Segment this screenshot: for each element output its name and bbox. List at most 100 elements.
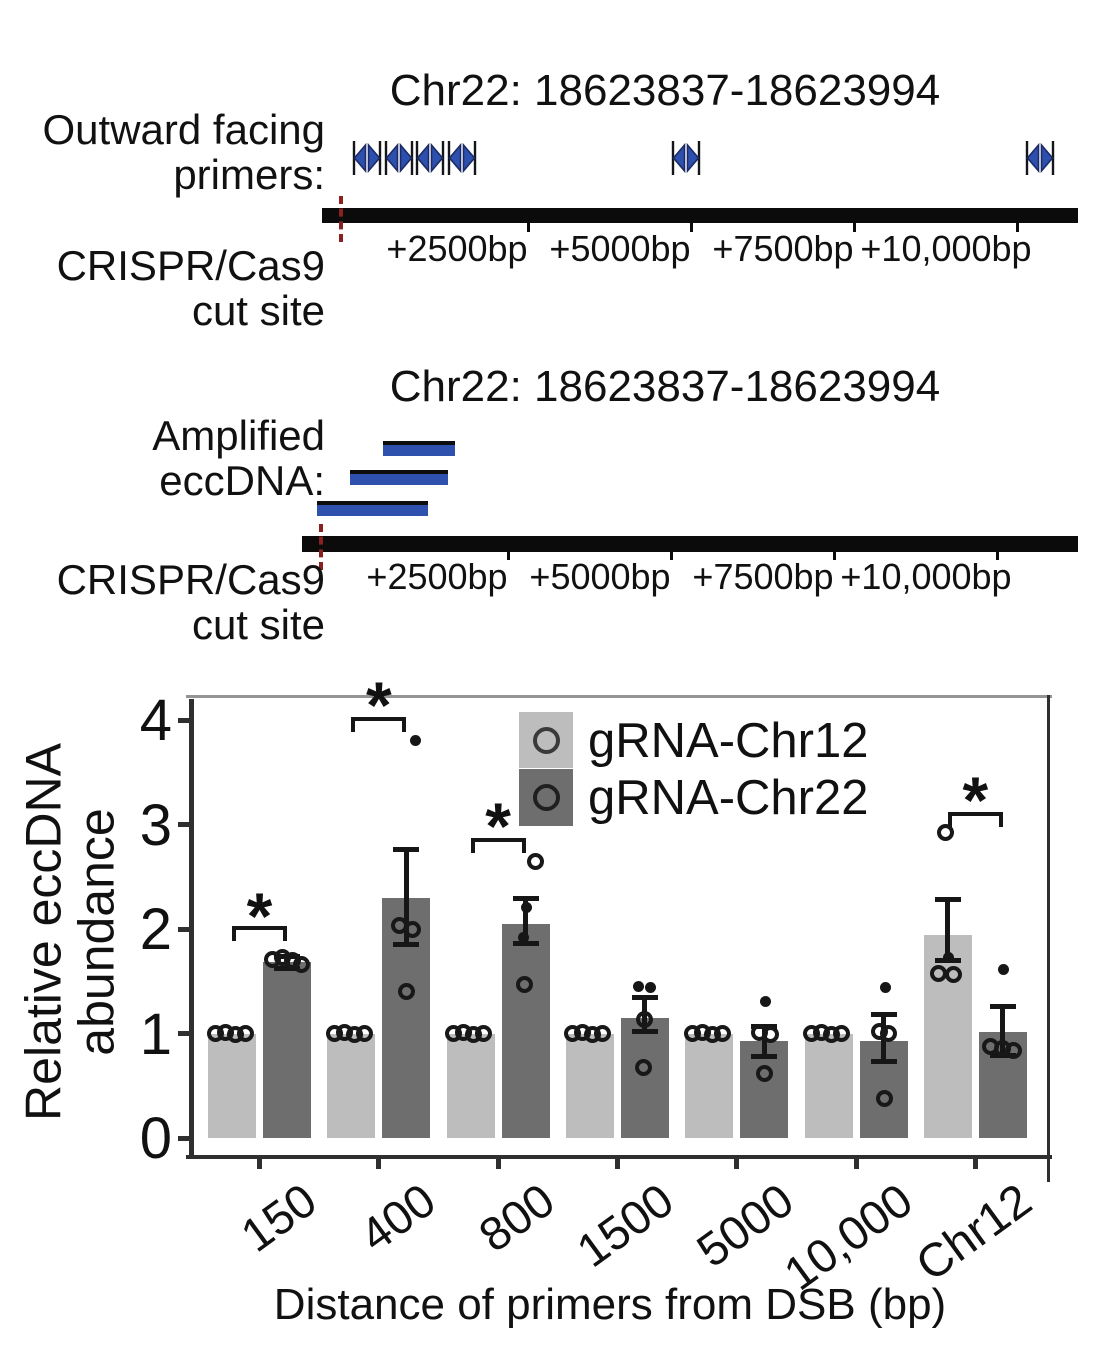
legend-label-gRNA-Chr12: gRNA-Chr12 bbox=[588, 714, 869, 768]
data-point-open-gRNA-Chr22-Chr12-3 bbox=[1005, 1041, 1023, 1059]
x-tick-400 bbox=[376, 1155, 382, 1169]
chromosome-line-1 bbox=[322, 208, 1078, 223]
y-tick-3 bbox=[178, 822, 190, 827]
data-point-open-gRNA-Chr12-1500-3 bbox=[594, 1025, 612, 1042]
errorbar-cap-top-gRNA-Chr22-800 bbox=[512, 896, 539, 902]
sig-star-150: * bbox=[246, 879, 273, 953]
panel1-bp-label-1: +5000bp bbox=[549, 228, 691, 269]
eccdna-label-line1: Amplified bbox=[152, 412, 325, 459]
sig-bracket-150 bbox=[232, 925, 287, 930]
errorbar-cap-bottom-gRNA-Chr22-400 bbox=[393, 942, 420, 948]
panel1-title: Chr22: 18623837-18623994 bbox=[389, 66, 941, 115]
cut-site-label-2: CRISPR/Cas9 cut site bbox=[10, 557, 325, 648]
data-point-open-gRNA-Chr12-5000-3 bbox=[713, 1025, 731, 1042]
panel1-bp-tick-1 bbox=[690, 223, 693, 232]
plot-top-spine bbox=[186, 695, 1052, 698]
data-point-open-gRNA-Chr22-400-1 bbox=[403, 920, 421, 938]
cut-label-line1: CRISPR/Cas9 bbox=[56, 242, 325, 289]
data-point-filled-gRNA-Chr22-1500-1 bbox=[645, 982, 657, 994]
data-point-filled-gRNA-Chr22-5000-0 bbox=[759, 995, 771, 1007]
sig-bracket-right-drop-400 bbox=[402, 716, 407, 732]
sig-star-Chr12: * bbox=[962, 763, 989, 837]
errorbar-cap-top-gRNA-Chr22-400 bbox=[393, 847, 420, 853]
sig-bracket-right-drop-800 bbox=[521, 838, 526, 854]
errorbar-cap-top-gRNA-Chr22-10,000 bbox=[870, 1012, 897, 1018]
x-tick-800 bbox=[495, 1155, 501, 1169]
panel1-bp-tick-2 bbox=[853, 223, 856, 232]
y-tick-2 bbox=[178, 926, 190, 932]
panel2-title: Chr22: 18623837-18623994 bbox=[389, 362, 941, 411]
bar-gRNA-Chr22-800 bbox=[501, 923, 550, 1138]
bar-gRNA-Chr12-Chr12 bbox=[923, 935, 972, 1138]
cut-label2-line2: cut site bbox=[191, 600, 325, 648]
data-point-open-gRNA-Chr12-400-3 bbox=[355, 1025, 373, 1042]
x-tick-150 bbox=[257, 1155, 262, 1169]
errorbar-cap-top-gRNA-Chr12-Chr12 bbox=[934, 897, 961, 903]
errorbar-cap-bottom-gRNA-Chr22-1500 bbox=[631, 1028, 658, 1034]
y-tick-0 bbox=[178, 1135, 190, 1141]
x-axis-title: Distance of primers from DSB (bp) bbox=[273, 1280, 947, 1329]
sig-bracket-400 bbox=[351, 716, 407, 721]
plot-right-spine bbox=[1047, 695, 1050, 1182]
bar-gRNA-Chr12-1500 bbox=[565, 1033, 614, 1138]
y-tick-4 bbox=[178, 717, 190, 723]
y-tick-1 bbox=[178, 1031, 190, 1036]
panel1-bp-tick-0 bbox=[527, 223, 530, 232]
errorbar-cap-bottom-gRNA-Chr22-800 bbox=[512, 941, 539, 947]
data-point-filled-gRNA-Chr22-Chr12-0 bbox=[998, 964, 1010, 976]
sig-bracket-right-drop-Chr12 bbox=[998, 811, 1003, 827]
data-point-open-gRNA-Chr12-Chr12-0 bbox=[937, 824, 955, 842]
data-point-open-gRNA-Chr12-150-3 bbox=[236, 1025, 254, 1042]
sig-bracket-left-drop-150 bbox=[232, 925, 236, 941]
bar-gRNA-Chr12-5000 bbox=[685, 1033, 734, 1138]
primers-label-line1: Outward facing bbox=[42, 106, 325, 153]
bar-gRNA-Chr12-800 bbox=[446, 1033, 495, 1138]
outward-primer-pair-icon-3 bbox=[447, 138, 477, 178]
bar-gRNA-Chr12-400 bbox=[327, 1033, 376, 1138]
y-tick-label-3: 3 bbox=[139, 792, 172, 858]
panel2-bp-tick-1 bbox=[670, 551, 673, 560]
legend-swatch-gRNA-Chr12 bbox=[519, 712, 573, 768]
panel1-bp-tick-3 bbox=[1016, 223, 1019, 232]
panel2-bp-tick-0 bbox=[507, 551, 510, 560]
y-tick-label-2: 2 bbox=[139, 897, 172, 962]
cut-label-line2: cut site bbox=[191, 286, 325, 334]
data-point-open-gRNA-Chr22-150-3 bbox=[292, 956, 310, 974]
legend-label-gRNA-Chr22: gRNA-Chr22 bbox=[588, 771, 869, 825]
legend-marker-circle-1 bbox=[532, 726, 560, 754]
bar-gRNA-Chr12-10,000 bbox=[804, 1033, 853, 1138]
x-tick-5000 bbox=[734, 1155, 740, 1169]
data-point-open-gRNA-Chr12-Chr12-3 bbox=[945, 966, 963, 984]
y-tick-label-4: 4 bbox=[139, 688, 172, 753]
eccdna-label: Amplified eccDNA: bbox=[10, 412, 325, 504]
data-point-open-gRNA-Chr22-10,000-2 bbox=[880, 1025, 897, 1042]
sig-star-800: * bbox=[485, 789, 511, 864]
eccdna-label-line2: eccDNA: bbox=[159, 456, 325, 504]
sig-bracket-left-drop-Chr12 bbox=[947, 811, 952, 827]
data-point-open-gRNA-Chr22-800-3 bbox=[527, 852, 545, 870]
bar-gRNA-Chr22-150 bbox=[263, 962, 311, 1138]
errorbar-stem-gRNA-Chr12-Chr12 bbox=[945, 899, 951, 961]
panel1-bp-label-2: +7500bp bbox=[712, 228, 854, 269]
bar-gRNA-Chr12-150 bbox=[208, 1033, 256, 1138]
panel1-bp-label-0: +2500bp bbox=[386, 228, 528, 269]
data-point-open-gRNA-Chr22-10,000-3 bbox=[876, 1089, 893, 1107]
eccdna-segment-1 bbox=[350, 470, 448, 485]
errorbar-stem-gRNA-Chr22-800 bbox=[523, 898, 529, 944]
chromosome-line-2 bbox=[302, 536, 1078, 552]
data-point-filled-gRNA-Chr22-400-3 bbox=[409, 735, 421, 747]
sig-bracket-Chr12 bbox=[947, 811, 1003, 816]
data-point-filled-gRNA-Chr22-800-1 bbox=[518, 931, 530, 943]
data-point-open-gRNA-Chr12-10,000-3 bbox=[833, 1025, 850, 1042]
cut-site-marker-2 bbox=[319, 524, 323, 570]
y-axis-spine bbox=[189, 699, 194, 1159]
eccdna-segment-0 bbox=[383, 441, 455, 456]
data-point-open-gRNA-Chr22-800-2 bbox=[516, 975, 534, 993]
data-point-filled-gRNA-Chr12-Chr12-1 bbox=[943, 951, 955, 963]
panel2-bp-label-0: +2500bp bbox=[366, 556, 508, 597]
data-point-open-gRNA-Chr22-1500-3 bbox=[635, 1059, 653, 1077]
eccdna-segment-2 bbox=[317, 501, 428, 516]
errorbar-stem-gRNA-Chr22-400 bbox=[403, 849, 409, 945]
data-point-open-gRNA-Chr22-5000-3 bbox=[755, 1064, 773, 1082]
cut-site-marker-1 bbox=[339, 196, 343, 242]
